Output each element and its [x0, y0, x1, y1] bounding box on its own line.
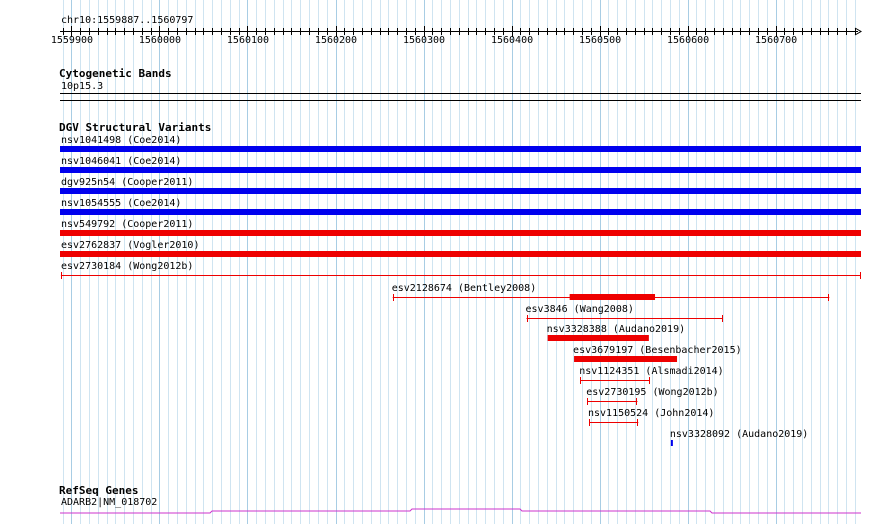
ruler-tick-label: 1560300	[402, 35, 446, 46]
dgv-feature-label[interactable]: nsv3328388 (Audano2019)	[546, 324, 686, 335]
ruler-tick-label: 1560400	[490, 35, 534, 46]
refseq-gene-line[interactable]	[60, 508, 861, 514]
dgv-feature-thick-segment[interactable]	[569, 294, 656, 300]
dgv-feature-bar[interactable]	[547, 335, 649, 341]
ruler-range-label: chr10:1559887..1560797	[61, 15, 194, 26]
dgv-feature-label[interactable]: nsv1054555 (Coe2014)	[61, 198, 182, 209]
cytobands-track-title[interactable]: Cytogenetic Bands	[59, 67, 172, 80]
dgv-feature-label[interactable]: esv2730195 (Wong2012b)	[586, 387, 719, 398]
ruler-tick-label: 1560500	[578, 35, 622, 46]
ruler-tick-label: 1559900	[50, 35, 94, 46]
dgv-feature-label[interactable]: esv3679197 (Besenbacher2015)	[573, 345, 742, 356]
dgv-feature-label[interactable]: nsv1041498 (Coe2014)	[61, 135, 182, 146]
dgv-feature-label[interactable]: esv2762837 (Vogler2010)	[61, 240, 200, 251]
dgv-feature-label[interactable]: esv2730184 (Wong2012b)	[61, 261, 194, 272]
dgv-feature-bar[interactable]	[60, 188, 861, 194]
ruler-arrow-icon	[854, 27, 862, 36]
dgv-feature-label[interactable]: nsv1150524 (John2014)	[588, 408, 715, 419]
ruler-tick-label: 1560200	[314, 35, 358, 46]
dgv-track-title[interactable]: DGV Structural Variants	[59, 121, 212, 134]
dgv-feature-bar[interactable]	[670, 440, 673, 446]
dgv-feature-bar[interactable]	[60, 146, 861, 152]
dgv-feature-label[interactable]: esv2128674 (Bentley2008)	[391, 283, 537, 294]
refseq-track-title[interactable]: RefSeq Genes	[59, 484, 139, 497]
dgv-feature-label[interactable]: nsv1046041 (Coe2014)	[61, 156, 182, 167]
dgv-feature-label[interactable]: nsv1124351 (Alsmadi2014)	[579, 366, 724, 377]
refseq-gene-label[interactable]: ADARB2|NM_018702	[61, 497, 158, 508]
ruler-tick-label: 1560000	[138, 35, 182, 46]
dgv-feature-bar[interactable]	[60, 209, 861, 215]
dgv-feature-label[interactable]: esv3846 (Wang2008)	[525, 304, 634, 315]
cytoband-label[interactable]: 10p15.3	[61, 81, 104, 92]
dgv-feature-label[interactable]: nsv3328092 (Audano2019)	[669, 429, 809, 440]
ruler-tick-label: 1560100	[226, 35, 270, 46]
dgv-feature-label[interactable]: dgv925n54 (Cooper2011)	[61, 177, 194, 188]
dgv-feature-bar[interactable]	[574, 356, 678, 362]
dgv-feature-bar[interactable]	[60, 167, 861, 173]
ruler-tick-label: 1560700	[755, 35, 798, 46]
dgv-feature-bar[interactable]	[60, 230, 861, 236]
ruler-tick-label: 1560600	[667, 35, 710, 46]
dgv-feature-bar[interactable]	[60, 251, 861, 257]
dgv-feature-label[interactable]: nsv549792 (Cooper2011)	[61, 219, 194, 230]
